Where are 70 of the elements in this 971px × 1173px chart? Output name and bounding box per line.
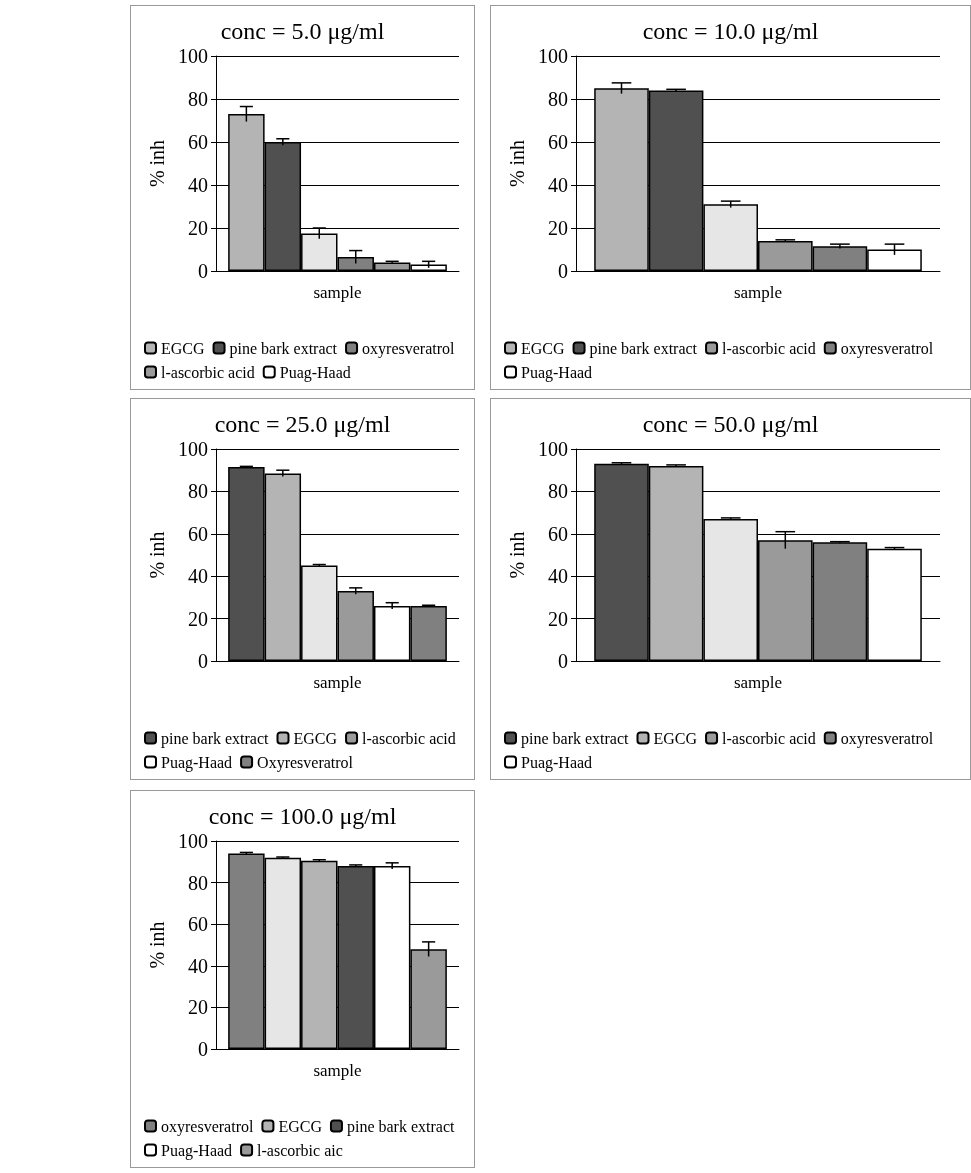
y-tick-label: 60 [548,522,568,545]
y-tick-label: 20 [188,996,208,1019]
legend-label: EGCG [293,729,338,747]
y-axis-title: % inh [506,139,529,188]
chart-title: conc = 50.0 μg/ml [642,411,819,437]
legend-label: EGCG [278,1117,323,1135]
y-tick-label: 20 [548,607,568,630]
y-tick-label: 60 [188,131,208,153]
y-tick-label: 0 [198,260,208,282]
y-tick-label: 0 [558,650,568,672]
legend-label: l-ascorbic acid [722,729,816,747]
x-axis-title: sample [313,282,362,302]
legend-label: Puag-Haad [161,753,233,772]
legend-label: Puag-Haad [521,753,593,772]
legend-label: oxyresveratrol [362,339,456,358]
x-axis-title: sample [733,282,783,302]
x-axis-title: sample [313,672,362,692]
legend-label: pine bark extract [346,1117,456,1136]
y-tick-label: 40 [188,174,208,196]
y-tick-label: 80 [548,88,568,110]
y-tick-label: 80 [548,480,568,503]
y-tick-label: 20 [548,217,568,239]
legend-label: pine bark extract [229,339,338,358]
y-axis-title: % inh [146,531,169,579]
legend-label: l-ascorbic acid [161,363,255,381]
legend-label: Oxyresveratrol [257,753,354,772]
y-tick-label: 80 [188,871,208,894]
x-axis-title: sample [313,1060,362,1080]
y-tick-label: 60 [188,913,208,936]
y-tick-label: 60 [188,522,208,545]
y-axis-title: % inh [146,921,169,969]
y-tick-label: 60 [548,131,568,153]
legend-label: pine bark extract [521,729,630,748]
legend-label: oxyresveratrol [840,339,934,358]
chart-title: conc = 5.0 μg/ml [220,18,385,44]
y-tick-label: 100 [538,45,568,67]
y-tick-label: 0 [198,650,208,672]
legend-label: l-ascorbic acid [362,729,456,747]
y-tick-label: 40 [188,565,208,588]
chart-title: conc = 10.0 μg/ml [642,18,819,44]
y-tick-label: 100 [178,45,208,67]
legend-label: pine bark extract [161,729,270,748]
legend-label: oxyresveratrol [161,1117,254,1136]
chart-title: conc = 25.0 μg/ml [214,411,391,437]
legend-label: pine bark extract [589,339,698,358]
legend-label: EGCG [161,339,205,357]
y-tick-label: 20 [188,607,208,630]
legend-label: Puag-Haad [279,363,351,382]
legend-label: l-ascorbic acid [722,339,816,357]
y-axis-title: % inh [506,531,529,579]
legend-label: EGCG [653,729,698,747]
y-tick-label: 40 [548,174,568,196]
y-tick-label: 0 [198,1038,208,1060]
y-axis-title: % inh [146,139,169,188]
legend-label: l-ascorbic aic [257,1141,343,1159]
x-axis-title: sample [733,672,783,692]
legend-label: oxyresveratrol [840,729,934,748]
y-tick-label: 40 [548,565,568,588]
y-tick-label: 100 [178,830,208,852]
y-tick-label: 100 [538,438,568,460]
y-tick-label: 80 [188,480,208,503]
y-tick-label: 0 [558,260,568,282]
y-tick-label: 40 [188,954,208,977]
y-tick-label: 80 [188,88,208,110]
y-tick-label: 100 [178,438,208,460]
y-tick-label: 20 [188,217,208,239]
legend-label: Puag-Haad [161,1141,233,1160]
legend-label: Puag-Haad [521,363,593,382]
legend-label: EGCG [521,339,565,357]
chart-title: conc = 100.0 μg/ml [208,803,397,829]
